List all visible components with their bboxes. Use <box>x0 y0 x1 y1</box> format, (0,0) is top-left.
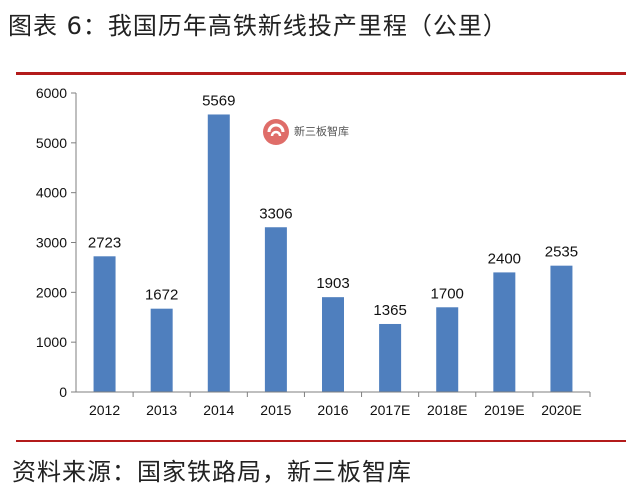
data-label: 2723 <box>88 234 121 251</box>
y-axis-ticks: 0 1000 2000 3000 4000 5000 6000 <box>36 85 76 400</box>
data-label: 5569 <box>202 92 235 109</box>
category-label: 2013 <box>146 402 177 418</box>
y-tick-label: 6000 <box>36 85 67 101</box>
watermark-text: 新三板智库 <box>294 124 349 138</box>
y-tick-label: 4000 <box>36 185 67 201</box>
data-label: 1365 <box>373 302 406 319</box>
bar <box>379 323 402 392</box>
bar <box>493 272 516 392</box>
source-note: 资料来源：国家铁路局，新三板智库 <box>12 458 412 486</box>
y-tick-label: 2000 <box>36 284 67 300</box>
data-labels: 2723 1672 5569 3306 1903 1365 1700 2400 2535 <box>88 92 578 318</box>
bar <box>150 308 173 392</box>
bar <box>322 297 344 392</box>
y-tick-label: 1000 <box>36 334 67 350</box>
data-label: 2400 <box>488 250 521 267</box>
watermark-logo: 新三板智库 <box>263 119 349 145</box>
category-label: 2016 <box>317 402 348 418</box>
bar <box>550 265 573 392</box>
y-tick-label: 3000 <box>36 235 67 251</box>
bar-chart: 0 1000 2000 3000 4000 5000 6000 2723 1672 5569 33… <box>36 85 591 418</box>
y-tick-label: 0 <box>59 384 67 400</box>
bottom-rule <box>16 440 626 442</box>
bars <box>93 114 573 393</box>
category-label: 2012 <box>89 402 120 418</box>
data-label: 1903 <box>316 275 349 292</box>
bar <box>93 256 116 392</box>
y-tick-label: 5000 <box>36 135 67 151</box>
data-label: 1672 <box>145 287 178 304</box>
data-label: 2535 <box>545 244 578 261</box>
category-label: 2018E <box>427 402 467 418</box>
data-label: 3306 <box>259 205 292 222</box>
category-label: 2014 <box>203 402 234 418</box>
category-label: 2015 <box>260 402 291 418</box>
bar <box>436 307 459 392</box>
category-label: 2017E <box>370 402 410 418</box>
category-label: 2020E <box>541 402 581 418</box>
data-label: 1700 <box>431 285 464 302</box>
bar <box>264 227 287 392</box>
top-rule <box>16 72 626 75</box>
bar <box>207 114 230 393</box>
category-label: 2019E <box>484 402 524 418</box>
figure-title: 图表 6：我国历年高铁新线投产里程（公里） <box>8 12 508 40</box>
category-labels: 2012 2013 2014 2015 2016 2017E 2018E 2019E 2020E <box>89 392 591 418</box>
